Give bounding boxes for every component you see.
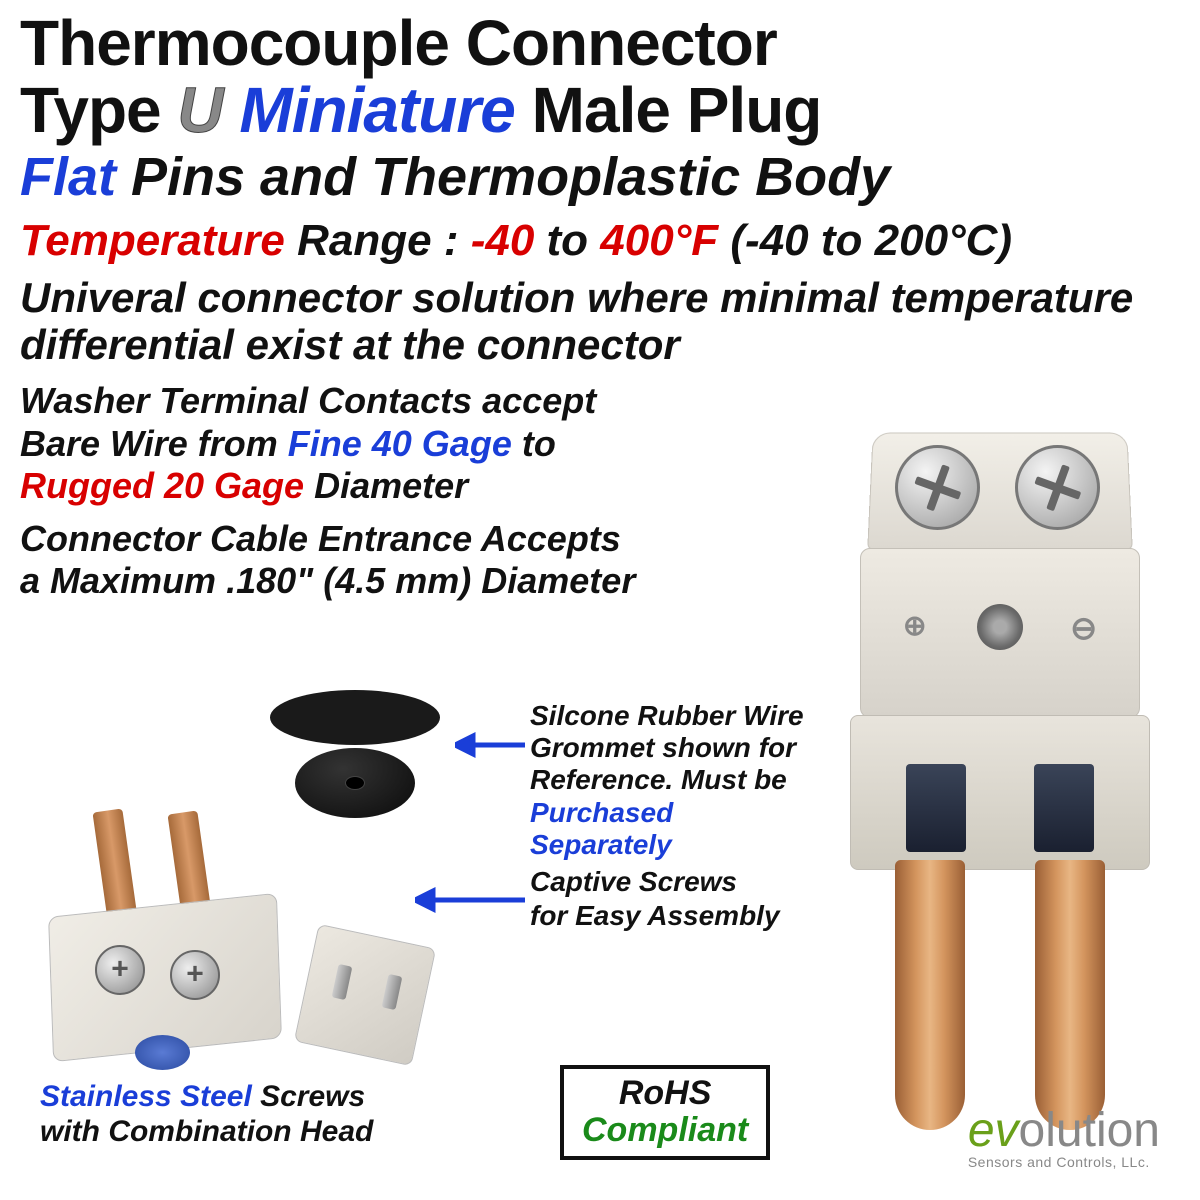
temperature-line: Temperature Range : -40 to 400°F (-40 to… — [20, 216, 1180, 267]
plus-icon: ⊕ — [903, 609, 926, 642]
title-pins-body: Pins and Thermoplastic Body — [116, 147, 890, 207]
grommet-c-l4: Purchased Separately — [530, 797, 673, 860]
screw-icon — [895, 445, 980, 530]
temp-low: -40 — [471, 216, 535, 265]
grommet-illustration — [260, 690, 450, 820]
rohs-line1: RoHS — [582, 1075, 748, 1112]
captive-screws-callout: Captive Screws for Easy Assembly — [530, 865, 780, 932]
main-connector-illustration: ⊕ ⊖ — [840, 430, 1160, 1150]
title-line-3: Flat Pins and Thermoplastic Body — [20, 148, 1180, 207]
temp-celsius: (-40 to 200°C) — [718, 216, 1012, 265]
cable-l2: a Maximum .180" (4.5 mm) Diameter — [20, 560, 635, 601]
grommet-c-l2: Grommet shown for — [530, 732, 796, 763]
grommet-c-l3: Reference. Must be — [530, 764, 787, 795]
title-block: Thermocouple Connector Type U Miniature … — [0, 0, 1200, 266]
title-male-plug: Male Plug — [515, 74, 822, 146]
logo-ev: ev — [968, 1104, 1019, 1157]
disassembled-connector-illustration — [40, 820, 440, 1060]
minus-icon: ⊖ — [1070, 609, 1097, 647]
temp-range-word: Range : — [285, 216, 471, 265]
title-miniature: Miniature — [223, 74, 515, 146]
stainless-steel-label: Stainless Steel Screws with Combination … — [40, 1080, 373, 1149]
cable-l1: Connector Cable Entrance Accepts — [20, 518, 621, 559]
temp-high: 400°F — [600, 216, 718, 265]
arrow-icon — [455, 730, 525, 760]
wire-l3a: Rugged 20 Gage — [20, 465, 304, 506]
temp-to: to — [534, 216, 600, 265]
screw-icon — [170, 950, 220, 1000]
captive-l1: Captive Screws — [530, 866, 737, 897]
title-flat: Flat — [20, 147, 116, 207]
ss-post: Screws — [252, 1080, 365, 1113]
rohs-line2: Compliant — [582, 1112, 748, 1149]
ss-blue: Stainless Steel — [40, 1080, 252, 1113]
title-type: Type — [20, 74, 177, 146]
screw-icon — [1015, 445, 1100, 530]
captive-l2: for Easy Assembly — [530, 900, 780, 931]
grommet-c-l1: Silcone Rubber Wire — [530, 700, 804, 731]
logo-subtitle: Sensors and Controls, LLc. — [968, 1154, 1160, 1170]
logo-olution: olution — [1019, 1104, 1160, 1157]
grommet-callout: Silcone Rubber Wire Grommet shown for Re… — [530, 700, 820, 861]
title-line-1: Thermocouple Connector — [20, 10, 1180, 77]
title-u-letter: U — [177, 74, 222, 146]
brand-logo: evolution Sensors and Controls, LLc. — [968, 1103, 1160, 1170]
logo-text: evolution — [968, 1103, 1160, 1158]
screw-icon — [95, 945, 145, 995]
wire-l2b: Fine 40 Gage — [288, 423, 512, 464]
ss-l2: with Combination Head — [40, 1115, 373, 1148]
wire-l2a: Bare Wire from — [20, 423, 288, 464]
description-text: Univeral connector solution where minima… — [0, 274, 1200, 368]
wire-l3b: Diameter — [304, 465, 468, 506]
rohs-badge: RoHS Compliant — [560, 1065, 770, 1160]
temp-label: Temperature — [20, 216, 285, 265]
wire-l1: Washer Terminal Contacts accept — [20, 380, 596, 421]
wire-l2c: to — [512, 423, 556, 464]
title-line-2: Type U Miniature Male Plug — [20, 77, 1180, 144]
